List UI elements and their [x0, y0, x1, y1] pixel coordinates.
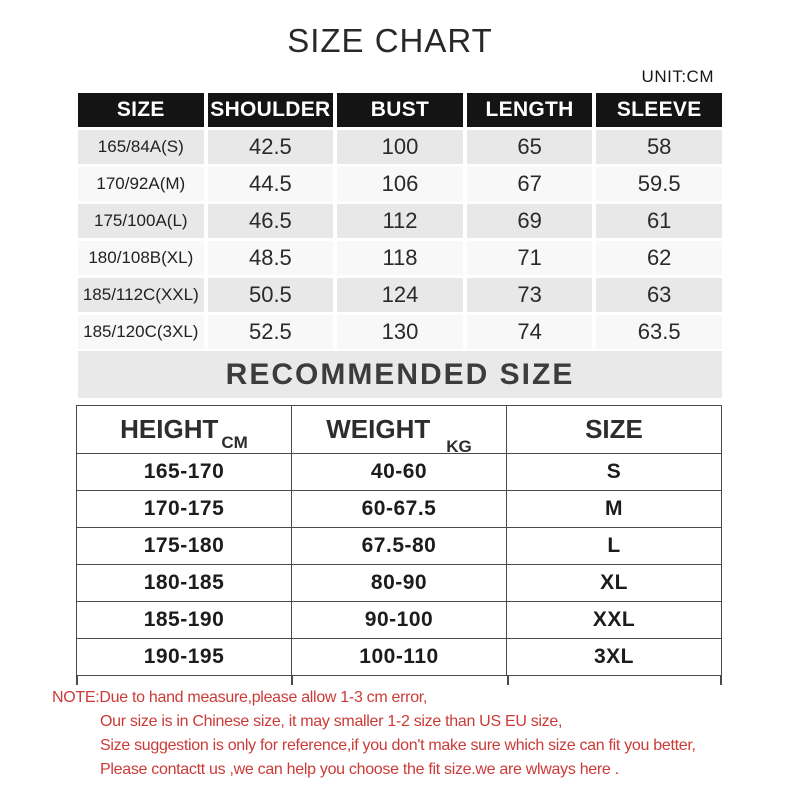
size-table-header-size: SIZE — [78, 93, 204, 127]
size-table-header-bust: BUST — [337, 93, 463, 127]
recommended-size-table: HEIGHT CM WEIGHT KG SIZE 165-170 40-60 S 1… — [76, 405, 722, 676]
table-row: 170-175 60-67.5 M — [76, 490, 722, 528]
table-cell: 69 — [466, 204, 593, 238]
table-cell: 100-110 — [291, 638, 507, 676]
table-cell: 63 — [596, 278, 722, 312]
recommended-size-heading: RECOMMENDED SIZE — [78, 351, 722, 398]
table-cell: 40-60 — [291, 453, 507, 491]
table-cell: 73 — [466, 278, 593, 312]
table-cell: 130 — [337, 315, 463, 349]
table-cell: 118 — [337, 241, 463, 275]
table-cell: 48.5 — [207, 241, 334, 275]
table-cell: 190-195 — [76, 638, 292, 676]
size-label-cell: 185/112C(XXL) — [78, 278, 204, 312]
table-cell: 185-190 — [76, 601, 292, 639]
table-cell: 112 — [337, 204, 463, 238]
table-cell: 175-180 — [76, 527, 292, 565]
table-cell: 62 — [596, 241, 722, 275]
table-cell: M — [506, 490, 722, 528]
table-cell: 180-185 — [76, 564, 292, 602]
table-cell: XL — [506, 564, 722, 602]
note-line: Our size is in Chinese size, it may smal… — [100, 713, 563, 730]
table-cell: 67 — [466, 167, 593, 201]
table-cell: 124 — [337, 278, 463, 312]
recommended-header-weight: WEIGHT KG — [291, 405, 507, 456]
table-cell: 65 — [466, 130, 593, 164]
table-cell: 67.5-80 — [291, 527, 507, 565]
recommended-header-size: SIZE — [506, 405, 722, 454]
weight-label: WEIGHT — [326, 414, 431, 444]
note-line: Size suggestion is only for reference,if… — [100, 737, 696, 754]
table-cell: 58 — [596, 130, 722, 164]
size-label: SIZE — [585, 414, 643, 444]
size-table: SIZE SHOULDER BUST LENGTH SLEEVE 165/84A… — [78, 93, 722, 349]
size-label-cell: 185/120C(3XL) — [78, 315, 204, 349]
note-line: Please contactt us ,we can help you choo… — [100, 761, 619, 778]
border-stub — [507, 676, 509, 685]
table-cell: 170-175 — [76, 490, 292, 528]
table-cell: 63.5 — [596, 315, 722, 349]
size-label-cell: 165/84A(S) — [78, 130, 204, 164]
table-cell: 100 — [337, 130, 463, 164]
table-cell: 90-100 — [291, 601, 507, 639]
border-stub — [720, 676, 722, 685]
size-table-header-sleeve: SLEEVE — [596, 93, 722, 127]
size-label-cell: 170/92A(M) — [78, 167, 204, 201]
table-cell: XXL — [506, 601, 722, 639]
table-cell: 52.5 — [207, 315, 334, 349]
table-cell: 42.5 — [207, 130, 334, 164]
table-row: 165-170 40-60 S — [76, 453, 722, 491]
table-row: 190-195 100-110 3XL — [76, 638, 722, 676]
border-stub — [76, 676, 78, 685]
table-row: 185-190 90-100 XXL — [76, 601, 722, 639]
table-cell: 80-90 — [291, 564, 507, 602]
border-stub — [291, 676, 293, 685]
table-cell: 46.5 — [207, 204, 334, 238]
table-cell: 61 — [596, 204, 722, 238]
size-label-cell: 175/100A(L) — [78, 204, 204, 238]
recommended-header-height: HEIGHT CM — [76, 405, 292, 454]
unit-label: UNIT:CM — [641, 67, 714, 86]
table-cell: 3XL — [506, 638, 722, 676]
size-table-header-shoulder: SHOULDER — [207, 93, 334, 127]
table-bottom-stubs — [76, 676, 722, 685]
height-unit-label: CM — [221, 433, 248, 452]
note-text: NOTE:Due to hand measure,please allow 1-… — [52, 686, 792, 782]
recommended-header-row: HEIGHT CM WEIGHT KG SIZE — [76, 405, 722, 456]
page-title: SIZE CHART — [287, 22, 493, 59]
table-row: 175-180 67.5-80 L — [76, 527, 722, 565]
table-cell: S — [506, 453, 722, 491]
table-cell: 59.5 — [596, 167, 722, 201]
table-cell: 165-170 — [76, 453, 292, 491]
table-row: 180-185 80-90 XL — [76, 564, 722, 602]
size-table-header-length: LENGTH — [466, 93, 593, 127]
size-label-cell: 180/108B(XL) — [78, 241, 204, 275]
table-cell: 74 — [466, 315, 593, 349]
table-cell: 71 — [466, 241, 593, 275]
note-line: NOTE:Due to hand measure,please allow 1-… — [52, 689, 428, 706]
table-cell: 50.5 — [207, 278, 334, 312]
weight-unit-label: KG — [446, 437, 472, 456]
table-cell: L — [506, 527, 722, 565]
table-cell: 60-67.5 — [291, 490, 507, 528]
table-cell: 44.5 — [207, 167, 334, 201]
height-label: HEIGHT — [120, 414, 219, 444]
table-cell: 106 — [337, 167, 463, 201]
